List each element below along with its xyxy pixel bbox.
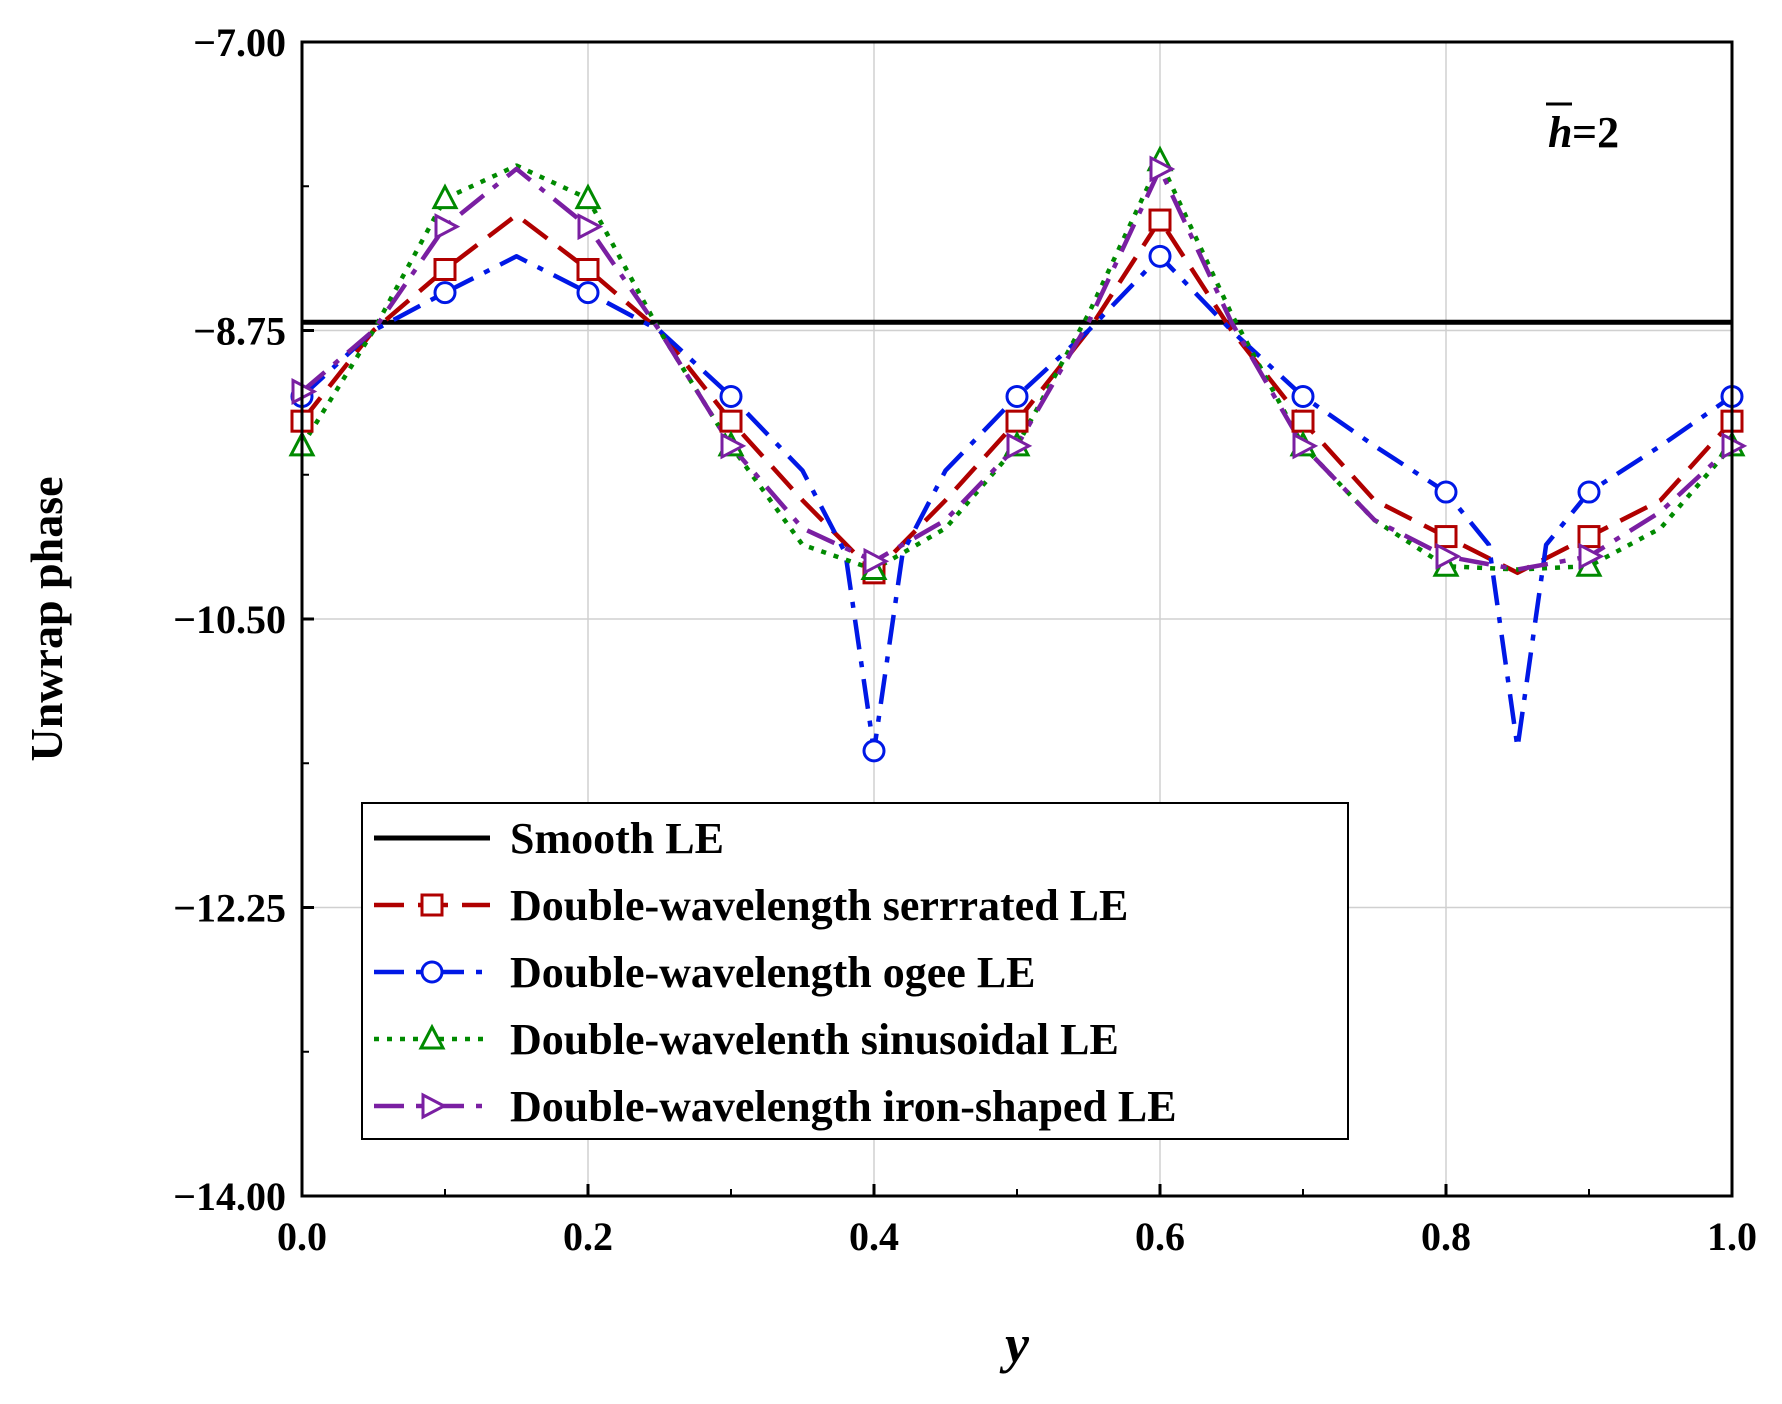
h-value: =2 bbox=[1572, 108, 1619, 157]
data-point-double-wavelength-iron-shaped-le bbox=[1292, 432, 1319, 460]
data-point-double-wavelength-ogee-le bbox=[433, 281, 457, 305]
data-point-double-wavelength-iron-shaped-le bbox=[1435, 542, 1462, 570]
legend-marker bbox=[420, 893, 444, 917]
data-point-double-wavelength-iron-shaped-le bbox=[720, 432, 747, 460]
legend-label: Smooth LE bbox=[510, 814, 724, 863]
plot-frame bbox=[300, 40, 1734, 1198]
data-point-double-wavelenth-sinusoidal-le bbox=[431, 183, 459, 210]
legend-item-smooth-le: Smooth LE bbox=[374, 814, 724, 863]
legend-item-double-wavelength-serrrated-le: Double-wavelength serrrated LE bbox=[374, 881, 1128, 930]
data-point-double-wavelength-ogee-le bbox=[576, 281, 600, 305]
y-tick-label: −7.00 bbox=[193, 20, 286, 65]
legend-item-double-wavelenth-sinusoidal-le: Double-wavelenth sinusoidal LE bbox=[374, 1015, 1119, 1064]
legend-marker bbox=[421, 1092, 448, 1120]
legend-item-double-wavelength-ogee-le: Double-wavelength ogee LE bbox=[374, 948, 1036, 997]
legend-marker bbox=[420, 960, 444, 984]
data-point-double-wavelength-iron-shaped-le bbox=[1006, 432, 1033, 460]
legend-label: Double-wavelenth sinusoidal LE bbox=[510, 1015, 1119, 1064]
x-tick-label: 0.2 bbox=[563, 1214, 613, 1259]
x-axis-title: y bbox=[999, 1314, 1030, 1374]
data-point-double-wavelength-ogee-le bbox=[862, 739, 886, 763]
series-line-double-wavelength-iron-shaped-le bbox=[300, 166, 1734, 572]
data-point-double-wavelength-serrrated-le bbox=[433, 258, 457, 282]
y-tick-label: −14.00 bbox=[173, 1174, 286, 1219]
data-point-double-wavelength-serrrated-le bbox=[1291, 409, 1315, 433]
data-point-double-wavelength-ogee-le bbox=[1577, 480, 1601, 504]
data-point-double-wavelength-iron-shaped-le bbox=[863, 547, 890, 575]
data-point-double-wavelength-serrrated-le bbox=[1577, 525, 1601, 549]
h-bar-annotation: h =2 bbox=[1546, 102, 1619, 157]
y-tick-labels: −7.00 −8.75 −10.50 −12.25 −14.00 bbox=[173, 20, 286, 1219]
x-tick-label: 0.8 bbox=[1421, 1214, 1471, 1259]
data-point-double-wavelength-serrrated-le bbox=[719, 409, 743, 433]
legend: Smooth LE Double-wavelength serrrated LE D… bbox=[361, 802, 1349, 1140]
data-point-double-wavelength-iron-shaped-le bbox=[434, 213, 461, 241]
y-axis-title: Unwrap phase bbox=[21, 476, 72, 761]
x-tick-label: 0.6 bbox=[1135, 1214, 1185, 1259]
x-tick-label: 1.0 bbox=[1707, 1214, 1757, 1259]
legend-item-double-wavelength-iron-shaped-le: Double-wavelength iron-shaped LE bbox=[374, 1082, 1177, 1131]
data-point-double-wavelength-serrrated-le bbox=[1434, 525, 1458, 549]
x-tick-labels: 0.0 0.2 0.4 0.6 0.8 1.0 bbox=[277, 1214, 1757, 1259]
data-point-double-wavelength-serrrated-le bbox=[576, 258, 600, 282]
data-point-double-wavelength-ogee-le bbox=[1148, 244, 1172, 268]
data-point-double-wavelength-ogee-le bbox=[1005, 384, 1029, 408]
data-point-double-wavelength-ogee-le bbox=[1434, 480, 1458, 504]
data-point-double-wavelength-ogee-le bbox=[1291, 384, 1315, 408]
y-tick-label: −12.25 bbox=[173, 886, 286, 931]
y-tick-label: −8.75 bbox=[193, 309, 286, 354]
data-point-double-wavelength-serrrated-le bbox=[1148, 208, 1172, 232]
data-point-double-wavelength-serrrated-le bbox=[1005, 409, 1029, 433]
data-point-double-wavelength-iron-shaped-le bbox=[1578, 542, 1605, 570]
data-point-double-wavelength-iron-shaped-le bbox=[1149, 155, 1176, 183]
series-line-double-wavelenth-sinusoidal-le bbox=[300, 158, 1734, 572]
h-symbol: h bbox=[1548, 108, 1572, 157]
legend-label: Double-wavelength iron-shaped LE bbox=[510, 1082, 1177, 1131]
legend-label: Double-wavelength serrrated LE bbox=[510, 881, 1128, 930]
legend-marker bbox=[418, 1023, 446, 1050]
y-tick-label: −10.50 bbox=[173, 597, 286, 642]
x-tick-label: 0.0 bbox=[277, 1214, 327, 1259]
data-point-double-wavelength-iron-shaped-le bbox=[577, 213, 604, 241]
legend-box bbox=[361, 802, 1349, 1140]
legend-label: Double-wavelength ogee LE bbox=[510, 948, 1036, 997]
x-tick-label: 0.4 bbox=[849, 1214, 899, 1259]
series-markers bbox=[288, 145, 1748, 763]
data-point-double-wavelenth-sinusoidal-le bbox=[574, 183, 602, 210]
data-point-double-wavelength-ogee-le bbox=[719, 384, 743, 408]
